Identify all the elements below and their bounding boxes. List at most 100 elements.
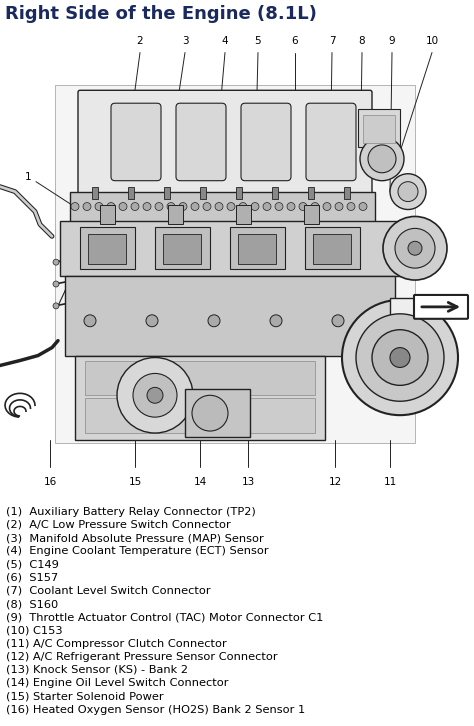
Circle shape — [179, 203, 187, 211]
Circle shape — [332, 315, 344, 327]
Circle shape — [270, 315, 282, 327]
Text: (10) C153: (10) C153 — [6, 625, 62, 635]
Circle shape — [155, 203, 163, 211]
Text: (13) Knock Sensor (KS) - Bank 2: (13) Knock Sensor (KS) - Bank 2 — [6, 665, 188, 675]
Text: (16) Heated Oxygen Sensor (HO2S) Bank 2 Sensor 1: (16) Heated Oxygen Sensor (HO2S) Bank 2 … — [6, 704, 305, 714]
Circle shape — [143, 203, 151, 211]
Text: 16: 16 — [44, 477, 56, 486]
Circle shape — [311, 203, 319, 211]
Text: 14: 14 — [193, 477, 207, 486]
Text: (7)  Coolant Level Switch Connector: (7) Coolant Level Switch Connector — [6, 586, 210, 596]
Bar — [88, 234, 126, 264]
Bar — [230, 227, 285, 269]
Circle shape — [208, 315, 220, 327]
Circle shape — [395, 229, 435, 268]
Bar — [163, 234, 201, 264]
Text: (1)  Auxiliary Battery Relay Connector (TP2): (1) Auxiliary Battery Relay Connector (T… — [6, 507, 255, 517]
Text: 11: 11 — [383, 477, 397, 486]
Circle shape — [227, 203, 235, 211]
Circle shape — [372, 330, 428, 386]
Bar — [200, 187, 206, 199]
Bar — [70, 192, 375, 227]
Circle shape — [133, 373, 177, 417]
Bar — [238, 234, 276, 264]
Circle shape — [147, 388, 163, 403]
Text: (15) Starter Solenoid Power: (15) Starter Solenoid Power — [6, 691, 164, 701]
Circle shape — [408, 241, 422, 256]
Circle shape — [368, 145, 396, 173]
Circle shape — [117, 357, 193, 433]
Text: (2)  A/C Low Pressure Switch Connector: (2) A/C Low Pressure Switch Connector — [6, 520, 230, 530]
Circle shape — [383, 216, 447, 280]
Bar — [164, 187, 170, 199]
Text: 15: 15 — [128, 477, 142, 486]
Bar — [168, 205, 183, 224]
Bar — [358, 109, 400, 147]
Circle shape — [251, 203, 259, 211]
Text: (9)  Throttle Actuator Control (TAC) Motor Connector C1: (9) Throttle Actuator Control (TAC) Moto… — [6, 612, 323, 622]
Circle shape — [167, 203, 175, 211]
FancyBboxPatch shape — [241, 103, 291, 181]
Circle shape — [239, 203, 247, 211]
Bar — [75, 356, 325, 440]
Circle shape — [53, 303, 59, 309]
Circle shape — [359, 203, 367, 211]
Text: 2: 2 — [137, 36, 143, 46]
Text: 10: 10 — [426, 36, 438, 46]
Text: (8)  S160: (8) S160 — [6, 599, 58, 609]
Bar — [128, 187, 134, 199]
Text: (14) Engine Oil Level Switch Connector: (14) Engine Oil Level Switch Connector — [6, 678, 228, 688]
Circle shape — [398, 182, 418, 202]
Bar — [100, 205, 115, 224]
Text: (11) A/C Compressor Clutch Connector: (11) A/C Compressor Clutch Connector — [6, 639, 227, 648]
FancyBboxPatch shape — [306, 103, 356, 181]
Text: (3)  Manifold Absolute Pressure (MAP) Sensor: (3) Manifold Absolute Pressure (MAP) Sen… — [6, 533, 264, 543]
FancyBboxPatch shape — [111, 103, 161, 181]
Bar — [344, 187, 350, 199]
Bar — [65, 276, 395, 356]
Circle shape — [53, 281, 59, 287]
Bar — [85, 399, 315, 433]
Bar — [55, 86, 415, 443]
Circle shape — [347, 203, 355, 211]
Circle shape — [192, 395, 228, 431]
Bar — [304, 205, 319, 224]
Circle shape — [107, 203, 115, 211]
Bar — [390, 298, 440, 318]
Text: 8: 8 — [359, 36, 365, 46]
Bar — [155, 227, 210, 269]
Bar — [308, 187, 314, 199]
Bar — [313, 234, 351, 264]
Bar — [305, 227, 360, 269]
Text: 1: 1 — [25, 172, 31, 182]
Text: (4)  Engine Coolant Temperature (ECT) Sensor: (4) Engine Coolant Temperature (ECT) Sen… — [6, 547, 268, 556]
Text: 4: 4 — [222, 36, 228, 46]
Circle shape — [287, 203, 295, 211]
Circle shape — [215, 203, 223, 211]
Circle shape — [131, 203, 139, 211]
Text: Right Side of the Engine (8.1L): Right Side of the Engine (8.1L) — [5, 5, 317, 23]
Circle shape — [146, 315, 158, 327]
Circle shape — [203, 203, 211, 211]
Bar — [236, 205, 251, 224]
Bar — [236, 187, 242, 199]
Text: (6)  S157: (6) S157 — [6, 573, 58, 583]
Bar — [272, 187, 278, 199]
Circle shape — [191, 203, 199, 211]
Circle shape — [335, 203, 343, 211]
Text: 3: 3 — [182, 36, 188, 46]
Circle shape — [390, 174, 426, 210]
Text: 9: 9 — [389, 36, 395, 46]
Text: 12: 12 — [328, 477, 342, 486]
Bar — [363, 115, 395, 143]
Circle shape — [360, 137, 404, 181]
Text: 7: 7 — [328, 36, 335, 46]
Text: (12) A/C Refrigerant Pressure Sensor Connector: (12) A/C Refrigerant Pressure Sensor Con… — [6, 652, 277, 662]
Circle shape — [53, 259, 59, 265]
Bar — [60, 221, 405, 276]
Bar — [92, 187, 98, 199]
Bar — [80, 227, 135, 269]
Circle shape — [95, 203, 103, 211]
Circle shape — [83, 203, 91, 211]
Circle shape — [275, 203, 283, 211]
